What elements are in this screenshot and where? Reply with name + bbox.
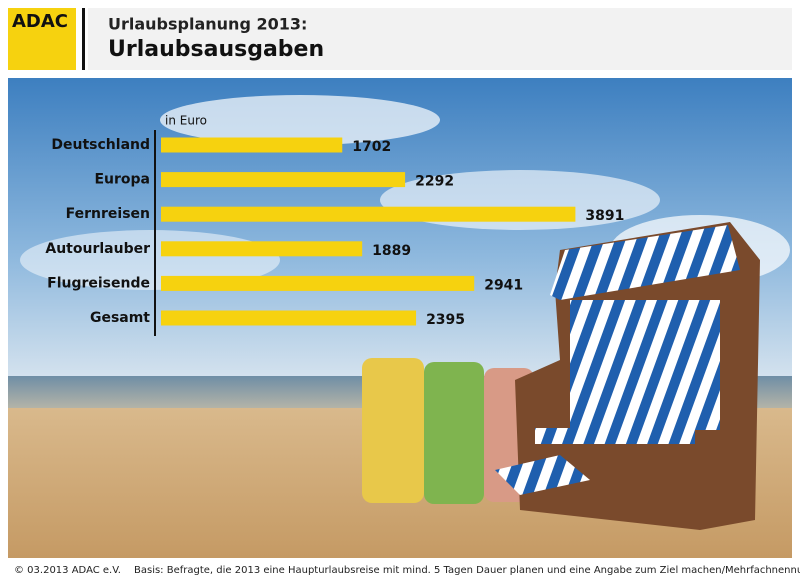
- logo-box: [8, 8, 76, 70]
- header-band: [88, 8, 792, 70]
- category-label: Fernreisen: [66, 206, 150, 222]
- header-title: Urlaubsplanung 2013:: [108, 15, 307, 34]
- category-label: Deutschland: [51, 137, 150, 153]
- value-label: 1889: [372, 243, 411, 259]
- photo: [8, 78, 792, 558]
- bar: [161, 275, 475, 291]
- bar: [161, 172, 406, 188]
- bar: [161, 206, 576, 222]
- bar: [161, 137, 343, 153]
- bars: Deutschland 1702 Europa 2292 Fernreisen 3891 A…: [45, 137, 624, 328]
- category-label: Europa: [94, 172, 150, 188]
- category-label: Gesamt: [90, 310, 150, 326]
- value-label: 2941: [484, 277, 523, 293]
- value-label: 2395: [426, 312, 465, 328]
- divider: [82, 8, 85, 70]
- header-subtitle: Urlaubsausgaben: [108, 37, 324, 62]
- category-label: Autourlauber: [45, 241, 150, 257]
- category-label: Flugreisende: [47, 275, 150, 291]
- bar: [161, 241, 363, 257]
- value-label: 3891: [585, 208, 624, 224]
- value-label: 2292: [415, 174, 454, 190]
- bar: [161, 310, 417, 326]
- value-label: 1702: [352, 139, 391, 155]
- source: Basis: Befragte, die 2013 eine Haupturla…: [134, 565, 800, 576]
- unit-label: in Euro: [165, 114, 207, 128]
- copyright: © 03.2013 ADAC e.V.: [14, 565, 121, 576]
- logo: ADAC: [12, 11, 68, 32]
